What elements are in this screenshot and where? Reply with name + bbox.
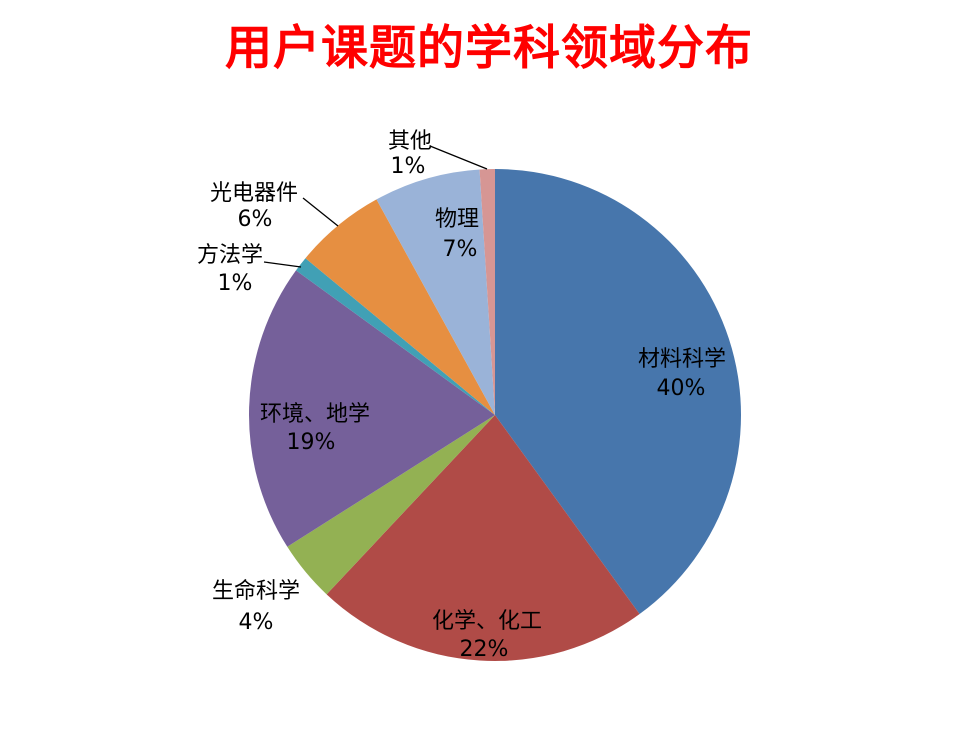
slice-category-label-7: 其他: [388, 129, 432, 154]
slice-percent-label-5: 6%: [238, 207, 273, 232]
slice-percent-label-0: 40%: [657, 376, 706, 401]
pie-slice-5: [305, 199, 495, 415]
slice-category-label-3: 环境、地学: [260, 402, 370, 427]
leader-line-4: [263, 261, 302, 268]
slice-category-label-6: 物理: [435, 207, 479, 232]
pie-slice-6: [376, 169, 495, 415]
slice-percent-label-1: 22%: [460, 637, 509, 662]
slice-percent-label-2: 4%: [239, 610, 274, 635]
pie-slice-0: [495, 169, 742, 615]
pie-slice-3: [249, 270, 495, 547]
pie-slice-7: [479, 169, 495, 415]
slice-category-label-2: 生命科学: [212, 579, 300, 604]
slice-percent-label-4: 1%: [218, 271, 253, 296]
chart-title: 用户课题的学科领域分布: [225, 21, 753, 76]
slice-category-label-0: 材料科学: [638, 347, 726, 372]
pie-slice-1: [326, 415, 640, 662]
leader-line-5: [302, 197, 339, 227]
pie-slice-4: [295, 258, 495, 415]
slice-category-label-1: 化学、化工: [432, 609, 542, 634]
slice-percent-label-6: 7%: [443, 237, 478, 262]
slice-percent-label-3: 19%: [287, 430, 336, 455]
leader-line-7: [429, 145, 488, 170]
slice-category-label-5: 光电器件: [210, 181, 298, 206]
slice-category-label-4: 方法学: [197, 243, 263, 268]
pie-slice-2: [287, 415, 495, 595]
slice-percent-label-7: 1%: [391, 154, 426, 179]
